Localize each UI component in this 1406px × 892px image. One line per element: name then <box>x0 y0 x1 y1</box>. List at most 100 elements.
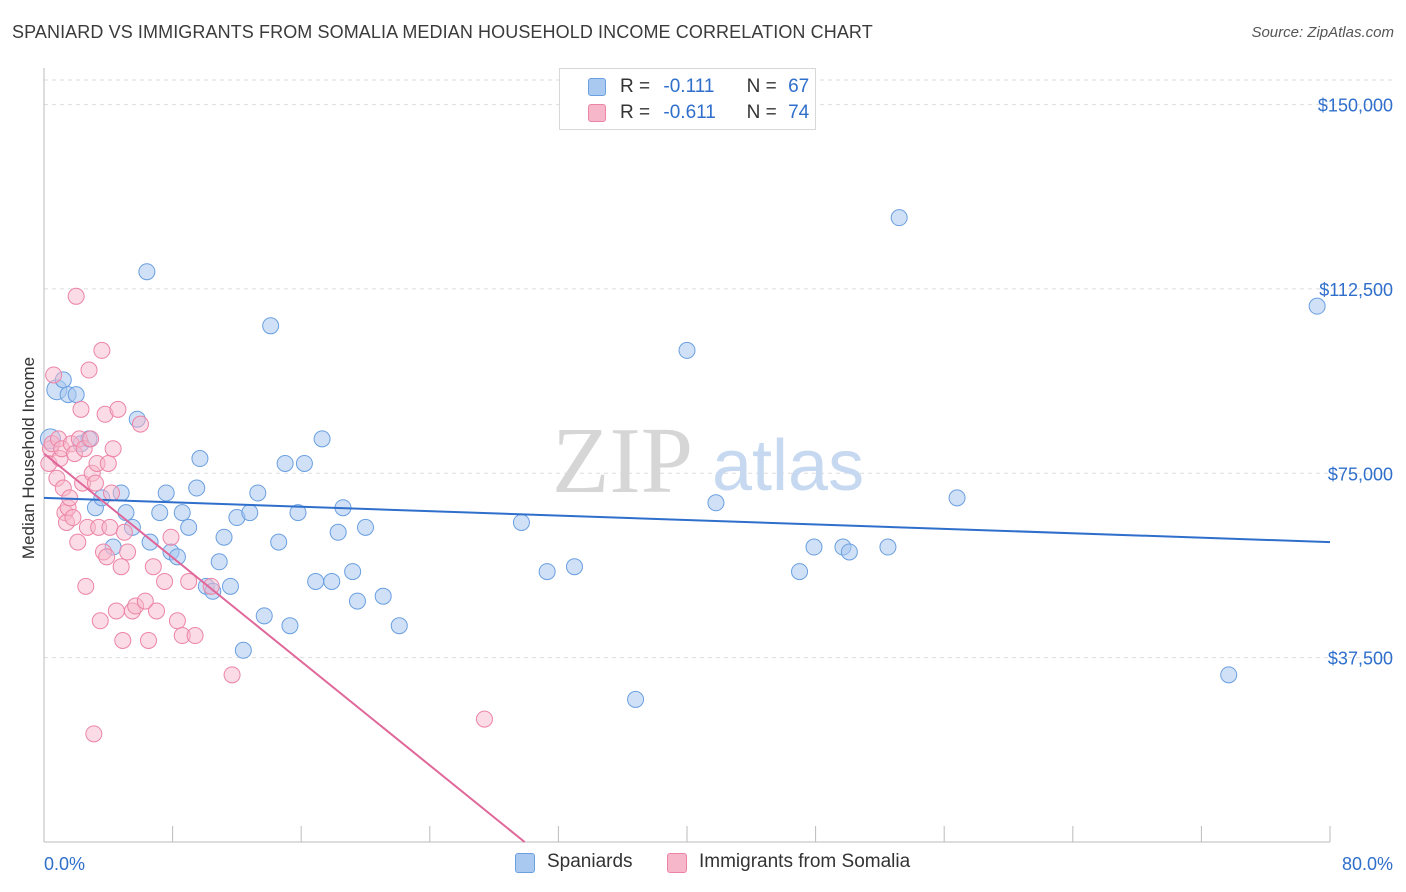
watermark-zip: ZIP <box>552 409 693 513</box>
spaniards-point <box>276 454 294 472</box>
spaniards-point <box>512 513 530 531</box>
spaniards-point <box>138 263 156 281</box>
somalia-point <box>80 361 98 379</box>
somalia-point <box>156 572 174 590</box>
chart-title: SPANIARD VS IMMIGRANTS FROM SOMALIA MEDI… <box>12 22 873 42</box>
somalia-point <box>98 548 116 566</box>
grid-lines <box>44 79 1395 659</box>
spaniards-point <box>215 528 233 546</box>
somalia-point <box>186 627 204 645</box>
somalia-point <box>168 612 186 630</box>
somalia-point <box>45 366 63 384</box>
somalia-point <box>223 666 241 684</box>
spaniards-point <box>188 479 206 497</box>
y-tick-label: $37,500 <box>1328 649 1393 669</box>
spaniards-point <box>805 538 823 556</box>
y-tick-labels: $37,500 $75,000 $112,500 $150,000 <box>1318 96 1393 669</box>
spaniards-point <box>168 548 186 566</box>
spaniards-point <box>221 577 239 595</box>
spaniards-point <box>678 341 696 359</box>
spaniards-point <box>141 533 159 551</box>
correlation-legend: R = -0.111 N = 67 R = -0.611 N = 74 <box>559 68 816 130</box>
somalia-point <box>131 415 149 433</box>
somalia-point <box>104 440 122 458</box>
watermark-atlas: atlas <box>712 426 864 506</box>
spaniards-point <box>791 563 809 581</box>
n-value-spaniards: 67 <box>788 76 810 97</box>
spaniards-point <box>289 504 307 522</box>
x-tick-label-max: 80.0% <box>1342 854 1393 874</box>
spaniards-point <box>627 690 645 708</box>
spaniards-point <box>117 504 135 522</box>
somalia-point <box>136 592 154 610</box>
somalia-legend-swatch <box>667 853 687 873</box>
spaniards-point <box>1220 666 1238 684</box>
spaniards-point <box>313 430 331 448</box>
somalia-point <box>86 474 104 492</box>
somalia-point <box>148 602 166 620</box>
n-label: N = <box>746 102 777 123</box>
somalia-point <box>119 543 137 561</box>
y-tick-label: $150,000 <box>1318 96 1393 116</box>
watermark: ZIP atlas <box>552 409 864 513</box>
spaniards-point <box>948 489 966 507</box>
spaniards-point <box>67 386 85 404</box>
somalia-point <box>475 710 493 728</box>
x-tick-label-min: 0.0% <box>44 854 85 874</box>
somalia-point <box>69 533 87 551</box>
trend-lines <box>43 452 1331 843</box>
spaniards-point <box>270 533 288 551</box>
source-label: Source: ZipAtlas.com <box>1251 24 1394 41</box>
spaniards-point <box>357 518 374 536</box>
spaniards-point <box>374 587 392 605</box>
somalia-point <box>91 612 109 630</box>
r-value-somalia: -0.611 <box>663 102 716 123</box>
somalia-point <box>93 341 111 359</box>
somalia-point <box>101 518 119 536</box>
somalia-point <box>103 484 121 502</box>
somalia-point <box>67 287 85 305</box>
spaniards-point <box>255 607 273 625</box>
somalia-point <box>107 602 125 620</box>
somalia-point <box>202 577 220 595</box>
spaniards-point <box>262 317 280 335</box>
r-value-spaniards: -0.111 <box>663 76 715 97</box>
spaniards-point <box>565 558 583 576</box>
spaniards-point <box>249 484 267 502</box>
somalia-point <box>162 528 180 546</box>
y-tick-label: $75,000 <box>1328 464 1393 484</box>
somalia-point <box>77 577 95 595</box>
spaniards-point <box>157 484 175 502</box>
spaniards-point <box>840 543 858 561</box>
somalia-swatch <box>588 104 606 122</box>
y-axis-label: Median Household Income <box>19 357 38 559</box>
spaniards-legend-swatch <box>515 853 535 873</box>
somalia-point <box>112 558 130 576</box>
spaniards-legend-label: Spaniards <box>547 851 633 872</box>
somalia-point <box>82 430 100 448</box>
n-value-somalia: 74 <box>788 102 810 123</box>
somalia-points <box>40 287 493 743</box>
somalia-point <box>115 523 133 541</box>
spaniards-point <box>323 572 341 590</box>
spaniards-point <box>538 563 556 581</box>
spaniards-point <box>210 553 228 571</box>
spaniards-point <box>241 504 259 522</box>
spaniards-point <box>191 450 209 468</box>
somalia-point <box>85 725 103 743</box>
somalia-point <box>144 558 162 576</box>
somalia-point <box>139 631 157 649</box>
somalia-point <box>114 631 132 649</box>
spaniards-point <box>329 523 347 541</box>
spaniards-point <box>180 518 198 536</box>
somalia-trend-line <box>43 452 526 843</box>
n-label: N = <box>746 76 777 97</box>
somalia-point <box>99 454 117 472</box>
spaniards-point <box>234 641 252 659</box>
somalia-point <box>64 509 82 527</box>
spaniards-point <box>348 592 366 610</box>
spaniards-point <box>173 504 191 522</box>
spaniards-trend-line <box>43 496 1331 544</box>
spaniards-point <box>1308 297 1326 315</box>
